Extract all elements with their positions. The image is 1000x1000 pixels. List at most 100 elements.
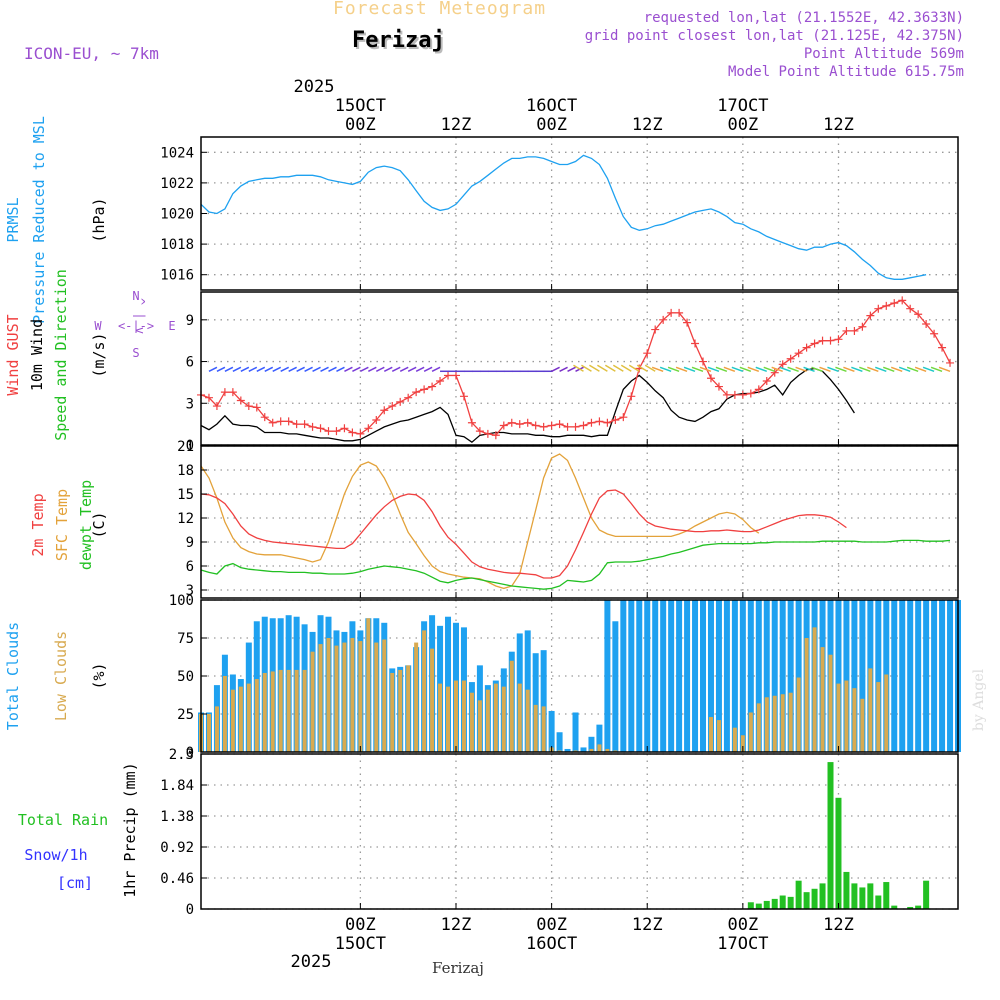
low-cloud-bar <box>382 639 387 752</box>
wind-gust-marker <box>786 354 795 363</box>
wind-direction-arrow <box>675 366 688 372</box>
total-cloud-bar <box>644 600 651 752</box>
wind-direction-arrow <box>906 366 919 372</box>
low-cloud-bar <box>294 669 299 752</box>
wind-direction-arrow <box>922 366 935 372</box>
time-label-bottom: 17OCT <box>717 934 768 954</box>
wind-gust-marker <box>252 403 261 412</box>
series-label: PRMSL <box>4 197 22 242</box>
rain-bar <box>763 900 770 909</box>
low-cloud-bar <box>573 750 578 752</box>
total-cloud-bar <box>604 600 611 752</box>
wind-gust-marker <box>539 422 548 431</box>
wind-gust-marker <box>643 349 652 358</box>
wind-direction-arrow <box>415 366 425 372</box>
low-cloud-bar <box>788 692 793 752</box>
bottom-year-label: 2025 <box>291 952 332 972</box>
y-tick-label: 0.92 <box>160 840 194 856</box>
low-cloud-bar <box>214 706 219 752</box>
low-cloud-bar <box>525 689 530 752</box>
wind-direction-arrow <box>208 366 218 372</box>
low-cloud-bar <box>772 695 777 752</box>
low-cloud-bar <box>254 679 259 752</box>
model-name: ICON-EU, ~ 7km <box>24 44 159 63</box>
y-tick-label: 2.3 <box>169 747 194 763</box>
total-cloud-bar <box>700 600 707 752</box>
y-tick-label: 18 <box>177 463 194 479</box>
compass-vertical: ^ | v <box>133 298 147 334</box>
wind-direction-arrow <box>867 366 879 372</box>
compass-east: E <box>168 319 175 333</box>
wind-gust-marker <box>890 299 899 308</box>
wind-direction-arrow <box>280 366 290 372</box>
wind-gust-marker <box>284 417 293 426</box>
credit-watermark: by Angel <box>971 668 987 731</box>
total-cloud-bar <box>787 600 794 752</box>
wind-direction-arrow <box>407 366 417 372</box>
wind-gust-marker <box>244 402 253 411</box>
wind-gust-marker <box>428 382 437 391</box>
series-label: Total Rain <box>18 811 108 829</box>
wind-gust-marker <box>754 385 763 394</box>
total-cloud-bar <box>676 600 683 752</box>
wind-gust-marker <box>507 418 516 427</box>
low-cloud-bar <box>374 642 379 752</box>
wind-direction-arrow <box>795 366 807 372</box>
wind-direction-arrow <box>612 364 624 372</box>
time-label-top: 12Z <box>823 115 854 135</box>
wind-direction-arrow <box>739 366 752 372</box>
wind-gust-marker <box>595 417 604 426</box>
low-cloud-bar <box>302 669 307 752</box>
low-cloud-bar <box>820 647 825 752</box>
wind-direction-arrow <box>216 366 226 372</box>
time-label-bottom: 16OCT <box>526 934 577 954</box>
series-label: Wind GUST <box>4 314 22 395</box>
total-cloud-bar <box>795 600 802 752</box>
total-cloud-bar <box>580 747 587 752</box>
total-cloud-bar <box>747 600 754 752</box>
rain-bar <box>907 906 914 909</box>
wind-direction-arrow <box>423 366 433 372</box>
wind-direction-arrow <box>691 366 704 372</box>
low-cloud-bar <box>796 677 801 752</box>
wind-gust-marker <box>388 402 397 411</box>
wind-direction-arrow <box>843 366 855 372</box>
wind-direction-arrow <box>336 366 345 372</box>
low-cloud-bar <box>438 683 443 752</box>
wind-direction-arrow <box>431 366 441 372</box>
unit-label: (%) <box>90 662 108 689</box>
y-tick-label: 1018 <box>160 237 194 253</box>
wind-gust-marker <box>778 360 787 369</box>
total-cloud-bar <box>445 616 452 752</box>
wind-gust-marker <box>467 418 476 427</box>
wind-direction-arrow <box>811 366 823 372</box>
wind-direction-arrow <box>232 366 242 372</box>
wind-gust-marker <box>220 388 229 397</box>
wind-gust-marker <box>802 343 811 352</box>
wind-direction-arrow <box>683 366 696 372</box>
wind-direction-arrow <box>304 366 313 372</box>
low-cloud-bar <box>533 704 538 752</box>
wind-gust-marker <box>706 374 715 383</box>
y-tick-label: 1.38 <box>160 809 194 825</box>
low-cloud-bar <box>422 630 427 752</box>
series-label: 2m Temp <box>29 493 47 556</box>
wind-direction-arrow <box>391 366 401 372</box>
panel-frame <box>200 445 959 599</box>
total-cloud-bar <box>907 600 914 752</box>
low-cloud-bar <box>461 680 466 752</box>
time-label-top: 12Z <box>441 115 472 135</box>
wind-gust-marker <box>340 424 349 433</box>
low-cloud-bar <box>446 686 451 752</box>
low-cloud-bar <box>716 720 721 752</box>
wind-direction-arrow <box>581 364 592 372</box>
total-cloud-bar <box>652 600 659 752</box>
low-cloud-bar <box>836 683 841 752</box>
sfc-temp-line <box>200 453 760 590</box>
low-cloud-bar <box>557 750 562 752</box>
low-cloud-bar <box>740 735 745 752</box>
wind-gust-marker <box>332 427 341 436</box>
low-cloud-bar <box>844 680 849 752</box>
wind-gust-marker <box>412 388 421 397</box>
wind-direction-arrow <box>352 366 361 372</box>
